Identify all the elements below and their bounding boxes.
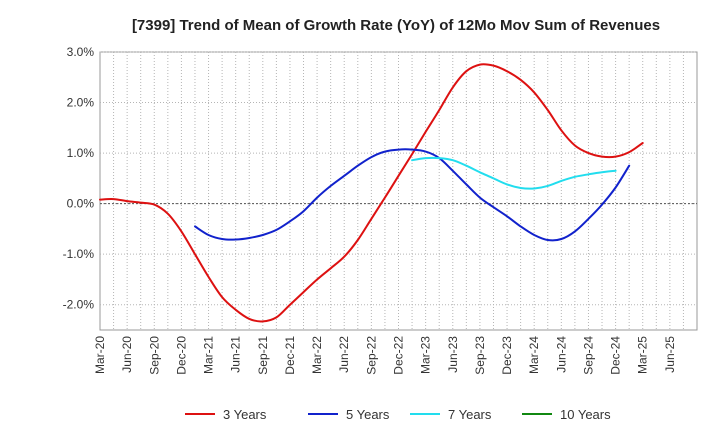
series-line-3-years [99, 63, 644, 323]
x-tick-label: Sep-24 [581, 336, 595, 375]
x-tick-label: Jun-22 [337, 336, 351, 373]
legend-label: 5 Years [346, 407, 390, 422]
legend-label: 3 Years [223, 407, 267, 422]
y-tick-label: 2.0% [67, 96, 95, 110]
y-axis: 3.0% 2.0% 1.0% 0.0% -1.0% -2.0% [63, 45, 95, 312]
grid [100, 51, 697, 330]
legend-label: 7 Years [448, 407, 492, 422]
x-tick-label: Sep-22 [364, 336, 378, 375]
x-tick-label: Sep-23 [473, 336, 487, 375]
x-tick-label: Sep-21 [256, 336, 270, 375]
x-tick-label: Jun-21 [229, 336, 243, 373]
legend-item-5-years: 5 Years [308, 407, 390, 422]
x-tick-label: Mar-20 [93, 336, 107, 374]
x-tick-label: Dec-23 [500, 336, 514, 375]
x-tick-label: Jun-20 [120, 336, 134, 373]
series-line-7-years [411, 156, 617, 190]
x-tick-label: Dec-22 [392, 336, 406, 375]
x-tick-label: Dec-21 [283, 336, 297, 375]
legend-item-7-years: 7 Years [410, 407, 492, 422]
x-tick-label: Mar-24 [527, 336, 541, 374]
x-tick-label: Dec-20 [174, 336, 188, 375]
chart-title: [7399] Trend of Mean of Growth Rate (YoY… [132, 17, 660, 34]
x-tick-label: Dec-24 [609, 336, 623, 375]
legend: 3 Years 5 Years 7 Years 10 Years [185, 407, 611, 422]
x-tick-label: Sep-20 [147, 336, 161, 375]
x-tick-label: Jun-25 [663, 336, 677, 373]
y-tick-label: -2.0% [63, 298, 95, 312]
y-tick-label: 1.0% [67, 146, 95, 160]
y-tick-label: 0.0% [67, 197, 95, 211]
y-tick-label: -1.0% [63, 247, 95, 261]
series-layer [99, 63, 644, 323]
x-axis: Mar-20 Jun-20 Sep-20 Dec-20 Mar-21 Jun-21 Sep-… [93, 336, 677, 375]
legend-item-3-years: 3 Years [185, 407, 267, 422]
x-tick-label: Mar-22 [310, 336, 324, 374]
x-tick-label: Mar-21 [202, 336, 216, 374]
x-tick-label: Mar-25 [636, 336, 650, 374]
x-tick-label: Mar-23 [419, 336, 433, 374]
y-tick-label: 3.0% [67, 45, 95, 59]
legend-label: 10 Years [560, 407, 611, 422]
x-tick-label: Jun-23 [446, 336, 460, 373]
legend-item-10-years: 10 Years [522, 407, 611, 422]
x-tick-label: Jun-24 [554, 336, 568, 373]
series-line-5-years [194, 148, 631, 242]
